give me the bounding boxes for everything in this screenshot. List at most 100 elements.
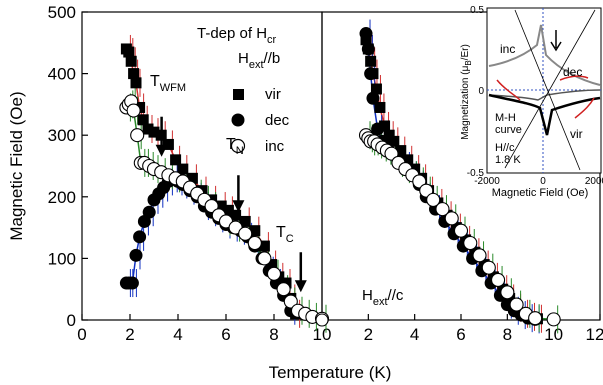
inset-note-4: 1.8 K <box>495 154 521 166</box>
left-panel-frame <box>81 11 323 321</box>
inset-curve-dec <box>488 89 601 101</box>
inset-ylabel: Magnetization (μB/Er) <box>460 44 473 140</box>
left-point-vir <box>239 215 251 227</box>
middle-xtick-label: 8 <box>503 325 512 344</box>
inset-note-3: H//c <box>495 142 515 154</box>
middle-point-inc <box>500 285 515 300</box>
legend: vir dec inc <box>230 86 290 155</box>
inset-red-arrow-vir <box>574 97 595 119</box>
middle-point-vir <box>374 101 386 113</box>
middle-xtick-label: 4 <box>410 325 419 344</box>
legend-label-dec: dec <box>265 112 290 129</box>
inset-xlabel: Magnetic Field (Oe) <box>492 187 589 199</box>
left-point-vir <box>249 225 261 237</box>
left-point-vir <box>130 77 142 89</box>
left-series-group <box>119 34 330 333</box>
annotation-tc: TC <box>276 224 294 245</box>
left-point-vir <box>148 126 160 138</box>
middle-point-dec <box>361 42 375 56</box>
middle-xtick-label: 10 <box>544 325 563 344</box>
left-ytick-label: 300 <box>48 126 76 145</box>
annotation-tn: TN <box>226 136 244 157</box>
inset-ytick-top: 0.5 <box>470 5 484 16</box>
left-point-inc <box>257 251 272 266</box>
middle-point-vir <box>388 135 400 147</box>
left-point-vir <box>222 204 234 216</box>
left-point-vir <box>170 154 182 166</box>
middle-xtick-label: 6 <box>456 325 465 344</box>
middle-axis-ticks: 2 4 6 8 10 12 <box>321 314 603 344</box>
middle-point-inc <box>472 248 487 263</box>
middle-point-vir <box>395 145 407 157</box>
left-point-vir <box>186 172 198 184</box>
legend-marker-vir <box>233 89 244 100</box>
middle-xtick-label: 2 <box>364 325 373 344</box>
middle-point-vir <box>402 154 414 166</box>
left-ytick-label: 200 <box>48 188 76 207</box>
inset-xtick-left: -2000 <box>474 176 500 187</box>
left-point-vir <box>142 123 154 135</box>
inset-red-arrow-inc <box>496 79 521 101</box>
left-point-inc <box>238 226 253 241</box>
legend-marker-dec <box>231 113 245 127</box>
left-point-dec <box>142 205 156 219</box>
x-axis-title: Temperature (K) <box>269 363 392 382</box>
middle-series-group <box>358 19 561 334</box>
middle-point-inc <box>481 260 496 275</box>
left-point-vir <box>125 55 137 67</box>
left-point-vir <box>128 68 140 80</box>
left-xtick-label: 10 <box>313 325 332 344</box>
left-point-inc <box>130 128 145 143</box>
middle-point-inc <box>546 312 561 327</box>
middle-point-dec <box>359 27 373 41</box>
middle-xtick-label: 12 <box>586 325 603 344</box>
inset-curve-inc <box>488 24 601 86</box>
left-xtick-label: 0 <box>77 325 86 344</box>
middle-point-dec <box>364 67 378 81</box>
transition-annotations: TWFM TN TC <box>150 73 307 293</box>
left-ytick-label: 400 <box>48 65 76 84</box>
inset-ytick-bot: -0.5 <box>467 168 485 179</box>
inset-note-2: curve <box>495 124 522 136</box>
inset-red-arrow-dec <box>559 75 589 81</box>
annotation-twfm: TWFM <box>150 73 186 94</box>
left-xtick-label: 6 <box>221 325 230 344</box>
left-point-dec <box>129 248 143 262</box>
left-point-vir <box>177 163 189 175</box>
left-point-inc <box>126 103 141 118</box>
left-xtick-label: 4 <box>173 325 182 344</box>
inset-ytick-mid: 0 <box>478 86 484 97</box>
middle-point-inc <box>453 223 469 238</box>
left-point-vir <box>137 114 149 126</box>
left-point-vir <box>162 138 174 150</box>
left-point-inc <box>266 266 282 281</box>
annotation-arrow-head <box>232 200 245 213</box>
left-point-inc <box>247 235 262 251</box>
inset-curve-vir <box>488 93 601 136</box>
left-ytick-label: 100 <box>48 249 76 268</box>
inset-label-dec: dec <box>563 65 582 79</box>
inset-xtick-mid: 0 <box>540 176 546 187</box>
inset-asymptote-1 <box>504 9 596 169</box>
left-xtick-label: 2 <box>125 325 134 344</box>
left-ytick-label: 0 <box>67 311 76 330</box>
y-axis-title: Magnetic Field (Oe) <box>7 91 26 240</box>
inset-mh-curve: inc dec vir M-H curve H//c 1.8 K 0.5 0 -… <box>460 5 603 199</box>
left-point-inc <box>204 198 219 214</box>
left-point-inc <box>283 294 298 309</box>
left-xtick-label: 8 <box>269 325 278 344</box>
left-title-line2: Hext//b <box>238 50 280 71</box>
left-point-vir <box>123 46 135 58</box>
legend-label-vir: vir <box>265 86 281 103</box>
left-point-vir <box>230 209 242 221</box>
inset-xtick-right: 2000 <box>585 176 603 187</box>
middle-point-inc <box>435 202 450 217</box>
middle-point-vir <box>379 120 391 132</box>
inset-label-vir: vir <box>570 127 583 141</box>
left-point-vir <box>266 259 278 271</box>
middle-panel-label: Hext//c <box>362 287 404 308</box>
middle-point-inc <box>463 235 478 251</box>
annotation-arrow-head <box>155 144 168 157</box>
middle-point-inc <box>444 211 459 226</box>
